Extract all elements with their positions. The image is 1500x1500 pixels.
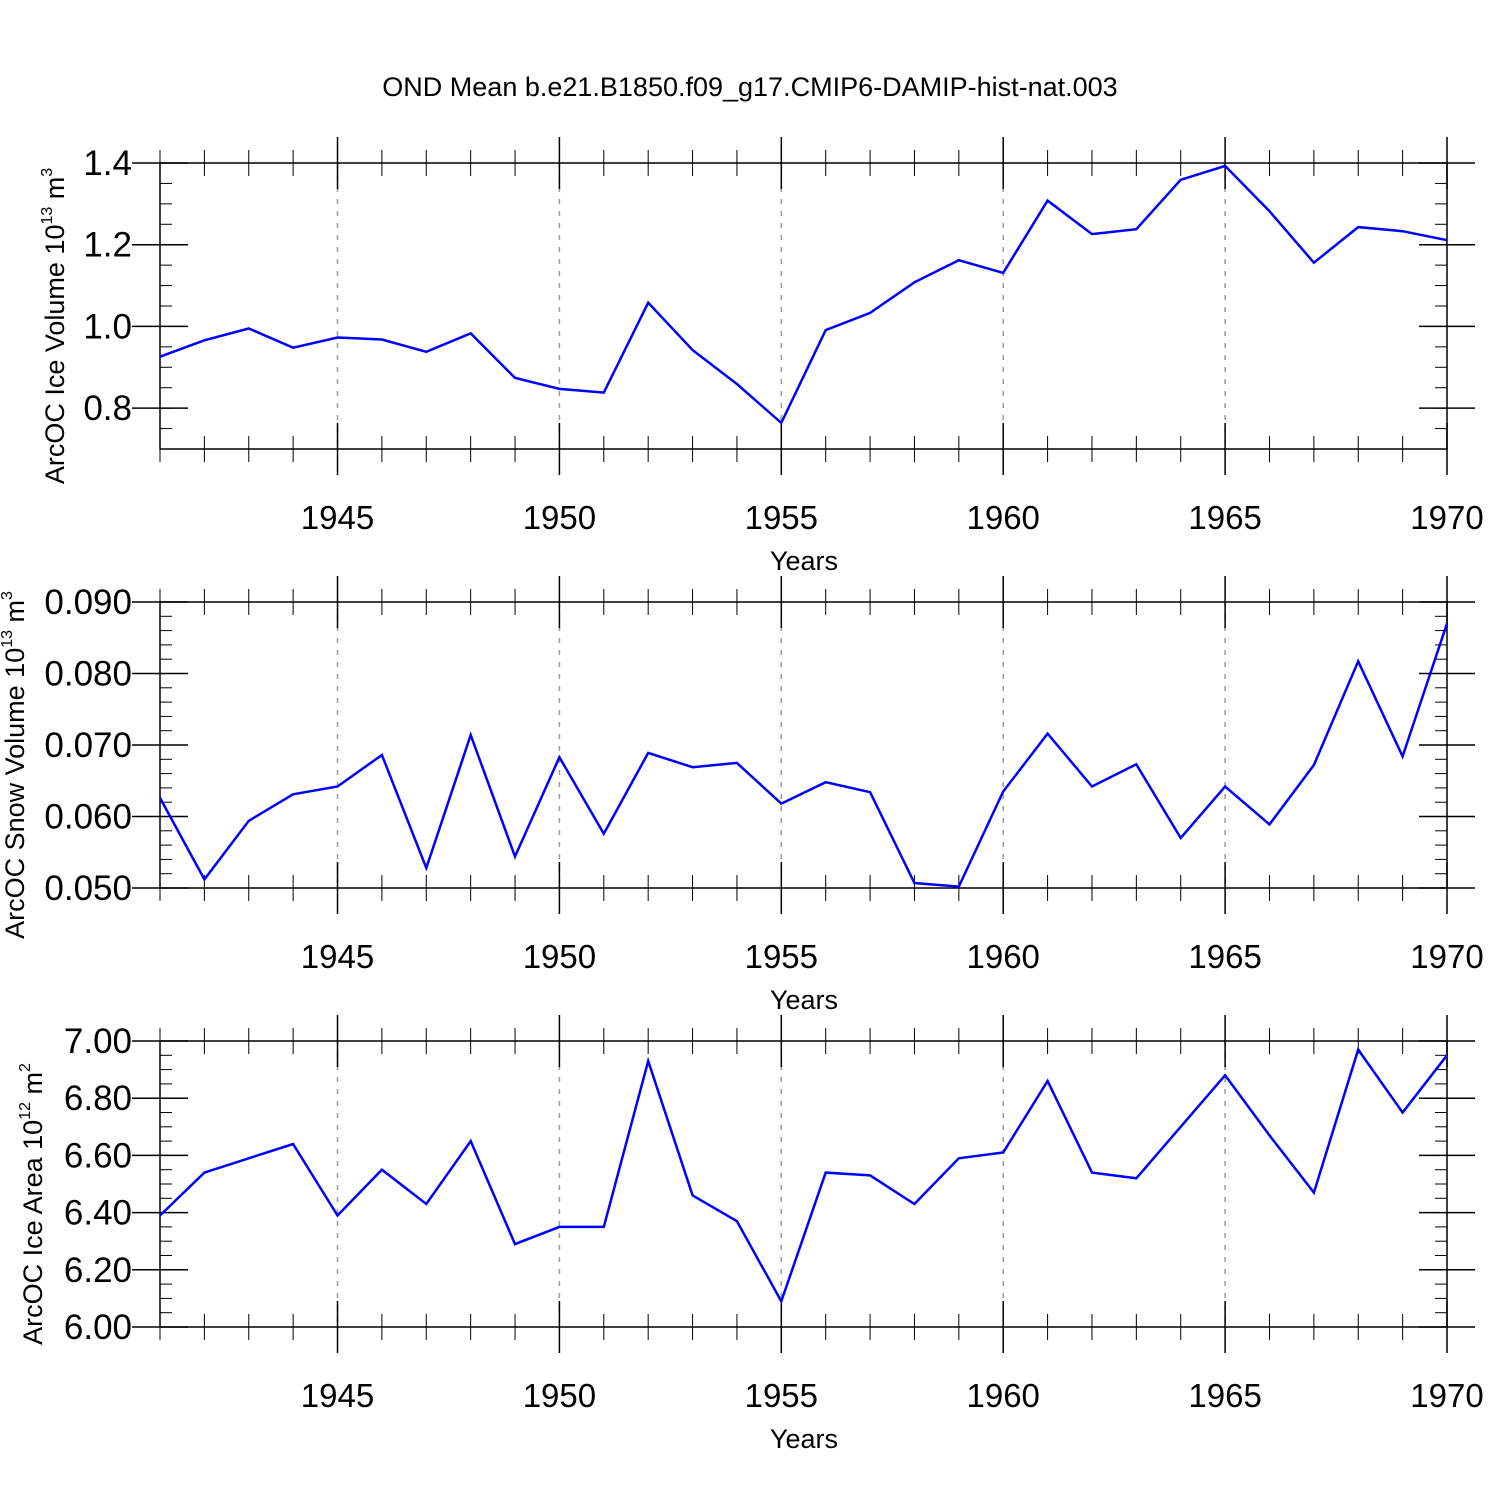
x-tick-label: 1945 bbox=[301, 499, 374, 536]
plot-frame bbox=[159, 1040, 1448, 1328]
snow-volume-panel: 0.050 0.060 0.070 0.080 0.090 1945 1950 1955 196… bbox=[0, 576, 1484, 1015]
x-tick-label: 1945 bbox=[301, 1377, 374, 1414]
chart-title: OND Mean b.e21.B1850.f09_g17.CMIP6-DAMIP… bbox=[382, 72, 1117, 102]
x-tick-label: 1955 bbox=[745, 499, 818, 536]
x-tick-label: 1965 bbox=[1188, 1377, 1261, 1414]
y-tick-label: 1.4 bbox=[83, 144, 132, 183]
y-tick-label: 1.0 bbox=[83, 307, 132, 346]
ice-area-panel: 6.00 6.20 6.40 6.60 6.80 7.00 1945 1950 1955 1960… bbox=[17, 1015, 1484, 1454]
y-axis-label-unit: m bbox=[18, 1072, 48, 1102]
y-axis-label-unit: m bbox=[40, 177, 70, 207]
x-tick-label: 1950 bbox=[523, 499, 596, 536]
x-tick-label: 1970 bbox=[1410, 499, 1483, 536]
y-axis-label-exponent: 13 bbox=[0, 630, 16, 648]
series-line bbox=[159, 1046, 1448, 1305]
y-tick-label: 0.070 bbox=[44, 726, 132, 765]
x-tick-label: 1950 bbox=[523, 1377, 596, 1414]
x-tick-label: 1970 bbox=[1410, 938, 1483, 975]
y-tick-label: 0.080 bbox=[44, 655, 132, 694]
x-tick-label: 1960 bbox=[966, 938, 1039, 975]
x-tick-label: 1945 bbox=[301, 938, 374, 975]
ice-volume-panel: 0.8 1.0 1.2 1.4 1945 1950 1955 1960 1965 1970 Year… bbox=[39, 137, 1484, 576]
x-tick-label: 1965 bbox=[1188, 499, 1261, 536]
y-tick-label: 1.2 bbox=[83, 226, 132, 265]
series-line bbox=[158, 623, 1449, 888]
y-axis-label-text: ArcOC Ice Area 10 bbox=[18, 1120, 48, 1345]
y-axis-label-exponent: 13 bbox=[39, 207, 56, 225]
x-tick-label: 1955 bbox=[745, 938, 818, 975]
x-tick-label: 1960 bbox=[966, 499, 1039, 536]
y-axis-label-unit-exponent: 3 bbox=[0, 591, 16, 600]
x-tick-label: 1960 bbox=[966, 1377, 1039, 1414]
y-tick-label: 7.00 bbox=[64, 1022, 132, 1061]
y-tick-label: 6.80 bbox=[64, 1079, 132, 1118]
y-axis-label: ArcOC Snow Volume 1013 m3 bbox=[0, 591, 30, 939]
y-tick-label: 6.00 bbox=[64, 1308, 132, 1347]
y-tick-label: 0.8 bbox=[83, 389, 132, 428]
y-axis-label: ArcOC Ice Volume 1013 m3 bbox=[39, 168, 70, 484]
x-tick-label: 1970 bbox=[1410, 1377, 1483, 1414]
y-axis-label-exponent: 12 bbox=[17, 1102, 34, 1120]
y-tick-label: 6.60 bbox=[64, 1136, 132, 1175]
y-axis-label-unit-exponent: 2 bbox=[17, 1063, 34, 1072]
y-tick-label: 6.20 bbox=[64, 1251, 132, 1290]
series-line bbox=[159, 164, 1448, 425]
x-tick-label: 1950 bbox=[523, 938, 596, 975]
y-axis-label: ArcOC Ice Area 1012 m2 bbox=[17, 1063, 48, 1345]
x-tick-label: 1965 bbox=[1188, 938, 1261, 975]
y-tick-label: 0.060 bbox=[44, 798, 132, 837]
x-axis-label: Years bbox=[770, 546, 838, 576]
y-axis-label-unit-exponent: 3 bbox=[39, 168, 56, 177]
y-axis-label-text: ArcOC Ice Volume 10 bbox=[40, 225, 70, 485]
x-axis-label: Years bbox=[770, 1424, 838, 1454]
y-tick-label: 0.090 bbox=[44, 583, 132, 622]
y-axis-label-unit: m bbox=[0, 600, 30, 630]
x-tick-label: 1955 bbox=[745, 1377, 818, 1414]
y-axis-label-text: ArcOC Snow Volume 10 bbox=[0, 648, 30, 939]
y-tick-label: 0.050 bbox=[44, 869, 132, 908]
plot-frame bbox=[159, 162, 1448, 450]
y-tick-label: 6.40 bbox=[64, 1194, 132, 1233]
plot-frame bbox=[159, 601, 1448, 889]
x-axis-label: Years bbox=[770, 985, 838, 1015]
